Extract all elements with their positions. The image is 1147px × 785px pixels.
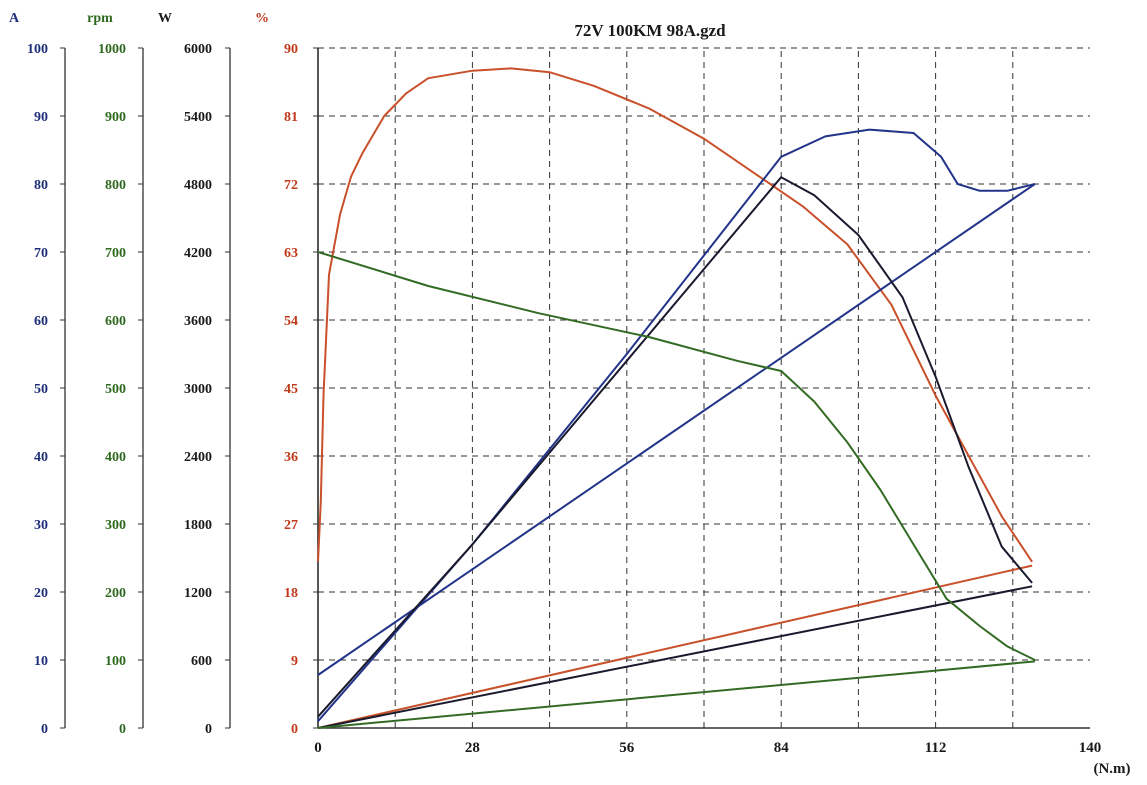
x-tick-label: 84 — [774, 740, 790, 756]
y-tick-label-rpm: 100 — [105, 654, 126, 669]
x-tick-label: 0 — [314, 740, 322, 756]
y-tick-label-A: 40 — [34, 450, 48, 465]
y-tick-label-W: 1800 — [184, 518, 212, 533]
y-tick-label-rpm: 200 — [105, 586, 126, 601]
y-tick-label-pct: 9 — [291, 654, 298, 669]
x-tick-label: 112 — [925, 740, 947, 756]
y-axis-title-pct: % — [255, 11, 269, 26]
y-tick-label-rpm: 300 — [105, 518, 126, 533]
y-tick-label-pct: 54 — [284, 314, 298, 329]
y-tick-label-W: 3600 — [184, 314, 212, 329]
y-tick-label-pct: 90 — [284, 42, 298, 57]
series-line-A-3 — [317, 183, 1036, 676]
axis-layer: 0 28 56 84 112 140A0102030405060708090100rpm0… — [9, 11, 1101, 756]
series-line-pct-0 — [317, 67, 1033, 563]
series-line-pct-1 — [317, 564, 1033, 729]
y-tick-label-W: 4800 — [184, 178, 212, 193]
grid-layer — [318, 47, 1090, 728]
y-tick-label-A: 20 — [34, 586, 48, 601]
series-line-W-5 — [317, 585, 1033, 729]
y-tick-label-rpm: 600 — [105, 314, 126, 329]
y-tick-label-A: 10 — [34, 654, 48, 669]
chart-title: 72V 100KM 98A.gzd — [574, 21, 726, 40]
y-tick-label-W: 4200 — [184, 246, 212, 261]
y-tick-label-A: 30 — [34, 518, 48, 533]
y-tick-label-A: 90 — [34, 110, 48, 125]
y-tick-label-A: 0 — [41, 722, 48, 737]
y-axis-title-rpm: rpm — [87, 11, 113, 26]
y-tick-label-A: 60 — [34, 314, 48, 329]
y-tick-label-rpm: 700 — [105, 246, 126, 261]
y-tick-label-A: 80 — [34, 178, 48, 193]
y-tick-label-rpm: 500 — [105, 382, 126, 397]
y-tick-label-W: 3000 — [184, 382, 212, 397]
y-tick-label-W: 0 — [205, 722, 212, 737]
y-tick-label-pct: 36 — [284, 450, 298, 465]
y-tick-label-A: 100 — [27, 42, 48, 57]
series-line-W-4 — [317, 176, 1033, 718]
x-tick-label: 56 — [619, 740, 635, 756]
y-tick-label-A: 70 — [34, 246, 48, 261]
y-tick-label-W: 1200 — [184, 586, 212, 601]
y-tick-label-A: 50 — [34, 382, 48, 397]
x-tick-label: 28 — [465, 740, 480, 756]
y-tick-label-rpm: 400 — [105, 450, 126, 465]
series-line-A-2 — [317, 128, 1036, 722]
y-tick-label-W: 5400 — [184, 110, 212, 125]
series-line-rpm-6 — [317, 251, 1036, 661]
y-tick-label-W: 2400 — [184, 450, 212, 465]
series-layer — [317, 67, 1036, 729]
series-line-rpm-7 — [317, 660, 1035, 729]
y-tick-label-pct: 72 — [284, 178, 298, 193]
y-tick-label-pct: 27 — [284, 518, 298, 533]
y-tick-label-W: 600 — [191, 654, 212, 669]
y-tick-label-rpm: 1000 — [98, 42, 126, 57]
y-tick-label-pct: 81 — [284, 110, 298, 125]
x-axis-label: (N.m) — [1093, 761, 1130, 777]
y-tick-label-rpm: 900 — [105, 110, 126, 125]
y-axis-title-W: W — [158, 11, 172, 26]
y-tick-label-pct: 0 — [291, 722, 298, 737]
y-axis-title-A: A — [9, 11, 20, 26]
y-tick-label-rpm: 0 — [119, 722, 126, 737]
y-tick-label-pct: 45 — [284, 382, 298, 397]
y-tick-label-pct: 63 — [284, 246, 298, 261]
x-tick-label: 140 — [1079, 740, 1102, 756]
y-tick-label-rpm: 800 — [105, 178, 126, 193]
y-tick-label-pct: 18 — [284, 586, 298, 601]
y-tick-label-W: 6000 — [184, 42, 212, 57]
